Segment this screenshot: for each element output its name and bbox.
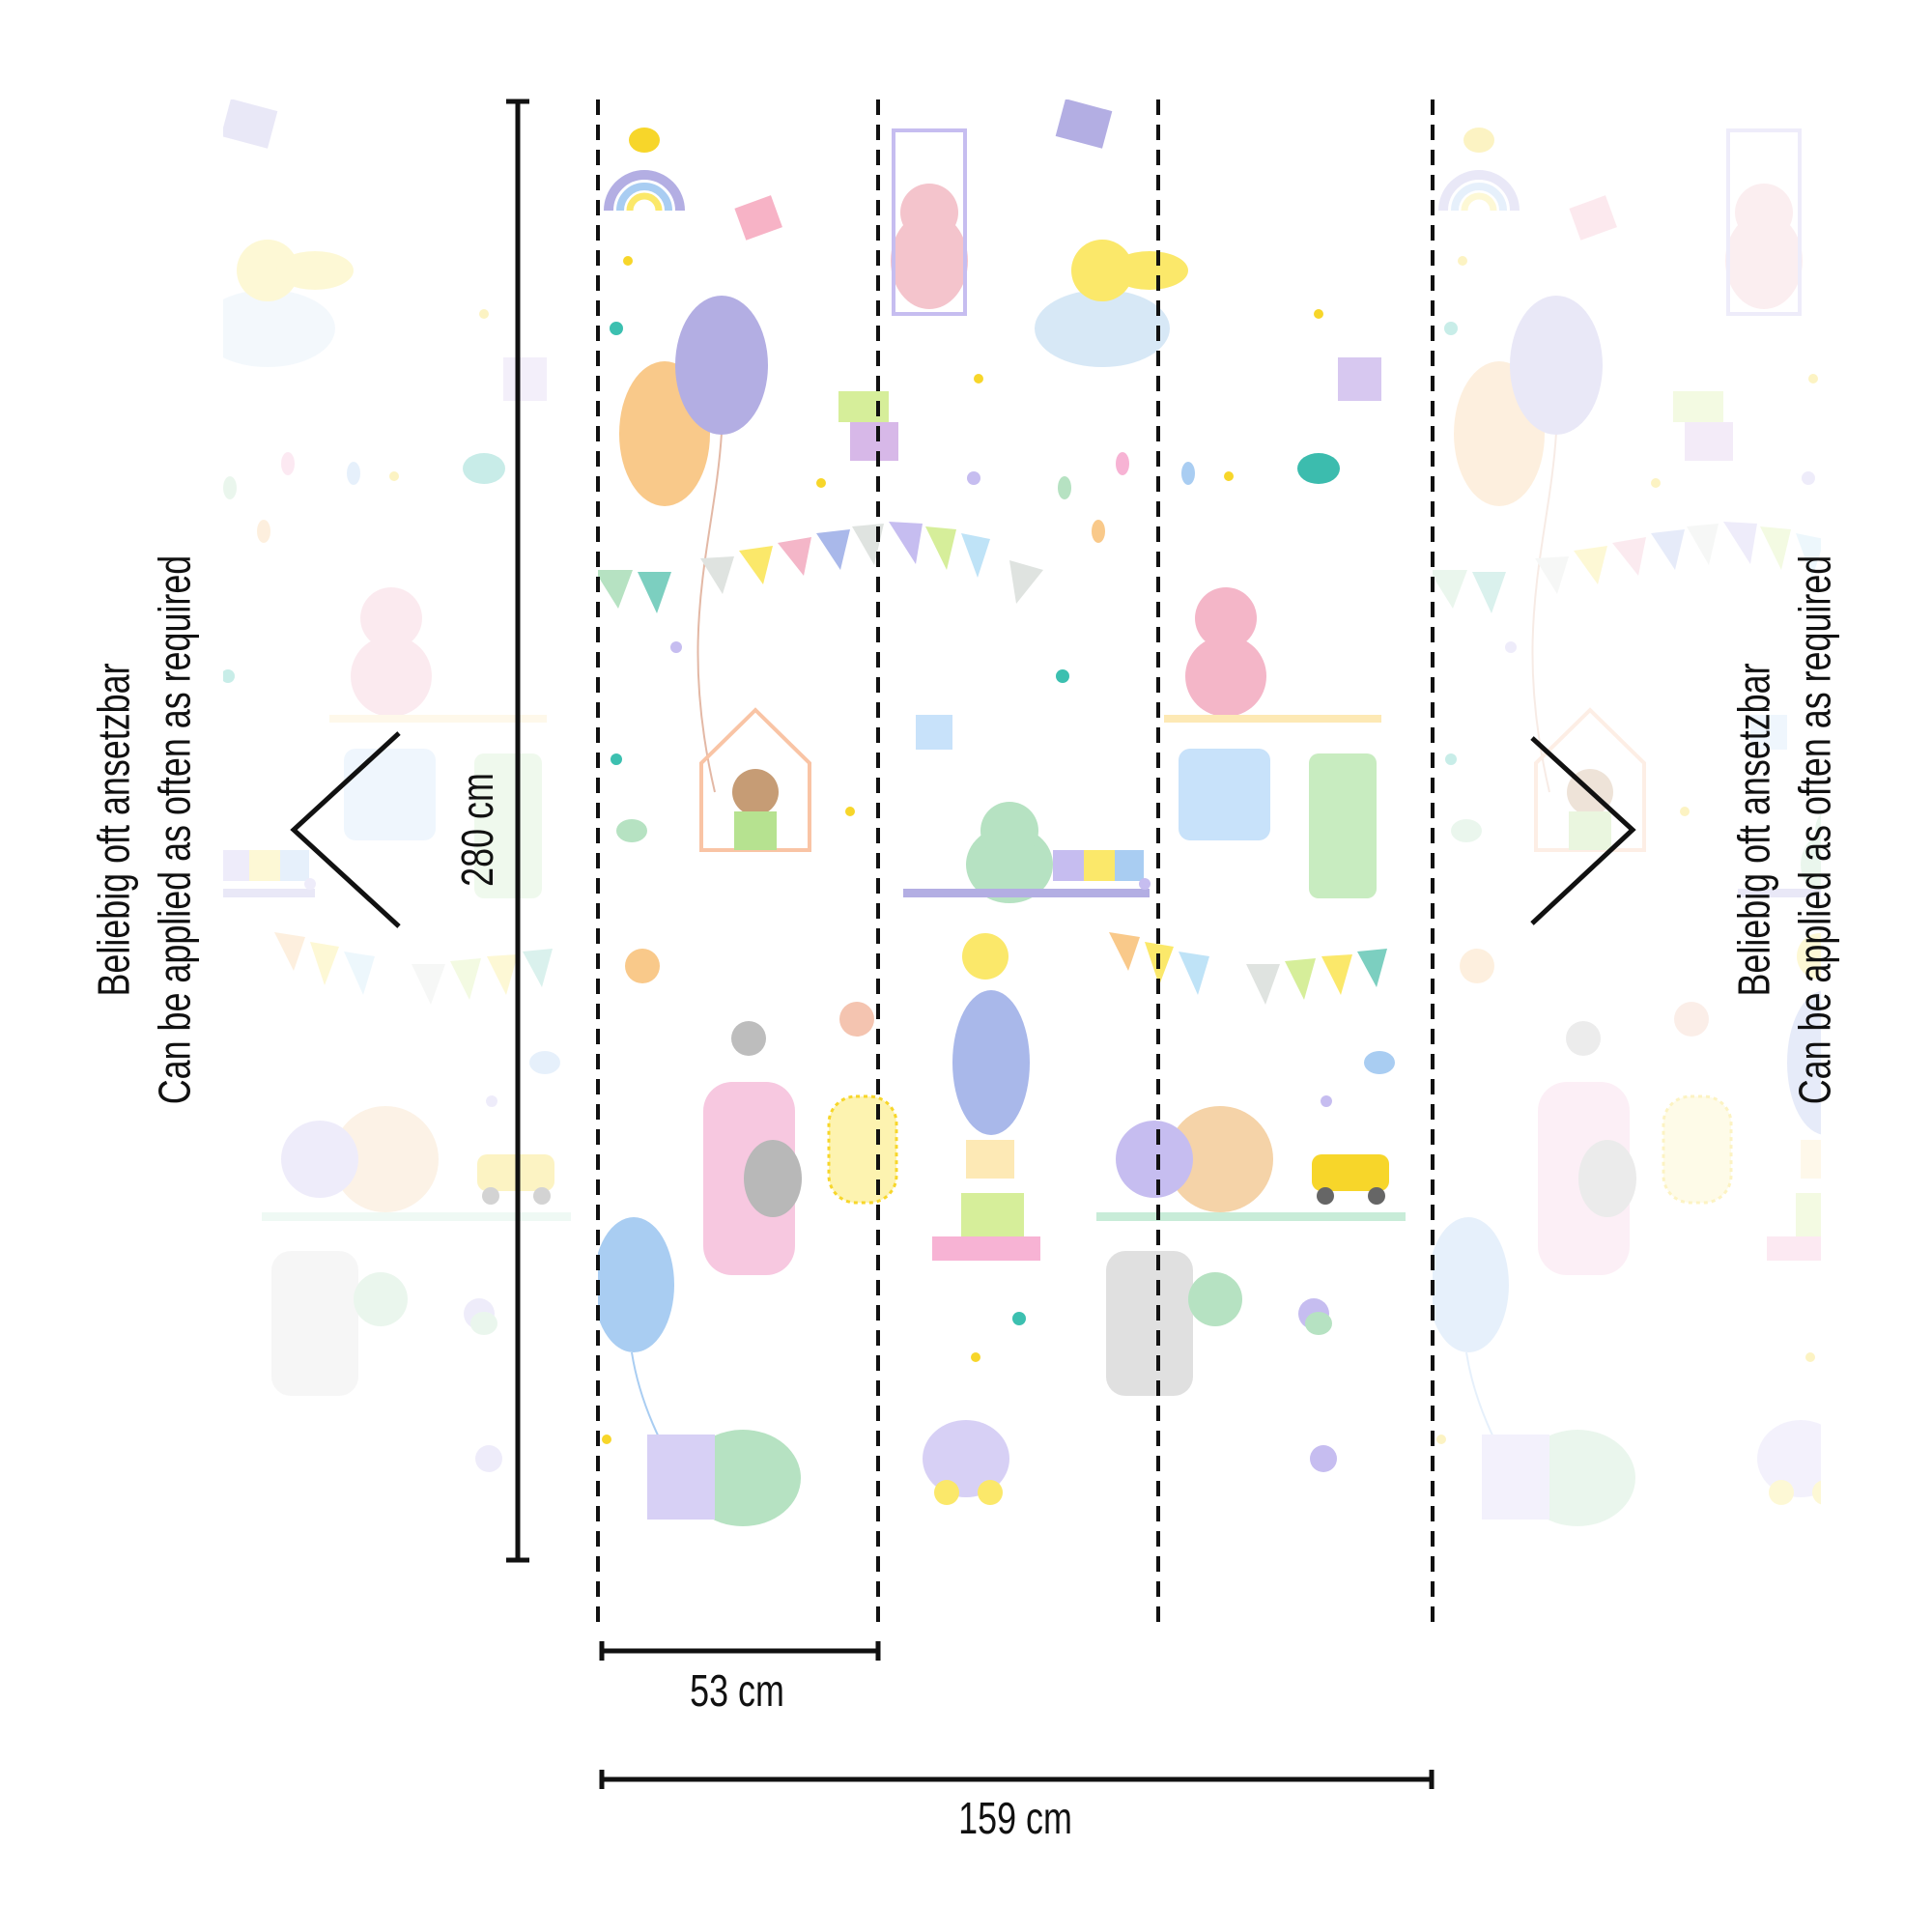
wallpaper-pattern-right-faded	[1428, 99, 1932, 1526]
panel-dividers	[596, 99, 1435, 1623]
chevron-left-icon	[290, 731, 401, 928]
height-label: 280 cm	[452, 757, 502, 903]
total-width-label: 159 cm	[943, 1796, 1089, 1840]
panel-width-dimension-line	[599, 1641, 881, 1661]
left-note-en: Can be applied as often as required	[150, 554, 200, 1105]
chevron-right-icon	[1530, 736, 1636, 925]
height-value: 280 cm	[452, 773, 502, 887]
total-width-value: 159 cm	[958, 1793, 1072, 1843]
left-repeat-note: Beliebig oft ansetzbar Can be applied as…	[84, 478, 207, 1182]
panel-width-label: 53 cm	[676, 1668, 797, 1713]
panel-width-value: 53 cm	[690, 1665, 784, 1716]
wallpaper-pattern-center	[593, 99, 1406, 1526]
height-dimension-line	[506, 99, 529, 1563]
left-note-de: Beliebig oft ansetzbar	[88, 663, 139, 997]
right-note-en: Can be applied as often as required	[1790, 554, 1840, 1105]
total-width-dimension-line	[599, 1770, 1435, 1789]
right-repeat-note: Beliebig oft ansetzbar Can be applied as…	[1724, 478, 1847, 1182]
right-note-de: Beliebig oft ansetzbar	[1728, 663, 1779, 997]
